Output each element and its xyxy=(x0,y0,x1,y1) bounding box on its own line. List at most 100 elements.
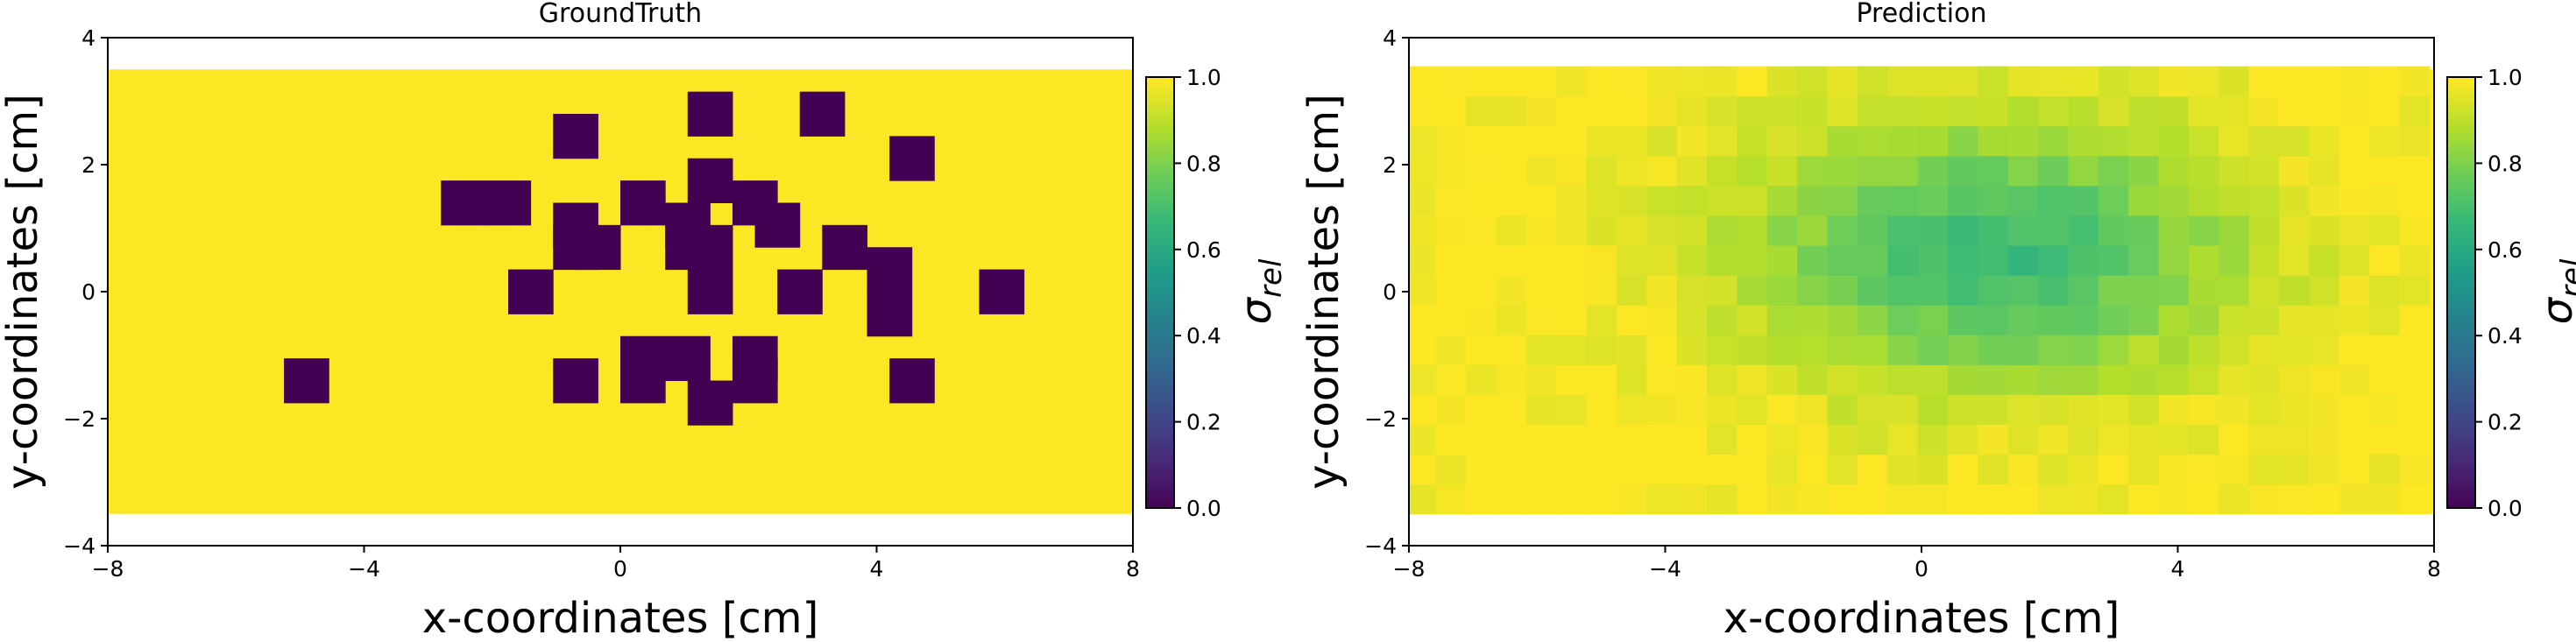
prediction-cell xyxy=(1857,454,1888,485)
colorbar-segment xyxy=(1146,185,1174,190)
prediction-cell xyxy=(1496,155,1527,187)
prediction-cell xyxy=(1887,483,1919,515)
colorbar-segment xyxy=(1146,253,1174,259)
prediction-cell xyxy=(2007,454,2039,485)
y-axis-label: y-coordinates [cm] xyxy=(0,94,47,490)
colorbar-segment xyxy=(1146,331,1174,336)
prediction-cell xyxy=(1496,394,1527,426)
colorbar-segment xyxy=(1146,129,1174,134)
inclusion-cell xyxy=(777,269,823,314)
colorbar-segment xyxy=(2447,172,2475,177)
x-ticks: −8 −4 0 4 8 xyxy=(92,546,1140,582)
prediction-cell xyxy=(2098,215,2129,246)
prediction-cell xyxy=(1496,424,1527,455)
colorbar-segment xyxy=(2447,232,2475,237)
prediction-cell xyxy=(2038,424,2069,455)
prediction-cell xyxy=(1947,155,1978,187)
colorbar-segment xyxy=(1146,486,1174,491)
inclusion-cell xyxy=(687,224,733,271)
prediction-cell xyxy=(1917,215,1949,246)
prediction-cell xyxy=(1887,95,1919,127)
prediction-cell xyxy=(1947,215,1978,246)
prediction-cell xyxy=(1917,483,1949,515)
prediction-cell xyxy=(2219,125,2250,157)
colorbar-segment xyxy=(1146,228,1174,233)
prediction-cell xyxy=(1525,95,1557,127)
colorbar-segment xyxy=(2447,89,2475,95)
prediction-cell xyxy=(1616,155,1647,187)
prediction-cell xyxy=(2038,394,2069,426)
prediction-cell xyxy=(1857,155,1888,187)
colorbar-segment xyxy=(2447,387,2475,392)
prediction-cell xyxy=(2339,125,2370,157)
prediction-cell xyxy=(2038,335,2069,365)
colorbar-segment xyxy=(2447,322,2475,328)
prediction-cell xyxy=(1435,275,1467,306)
colorbar-segment xyxy=(2447,495,2475,500)
colorbar-segment xyxy=(2447,163,2475,168)
inclusion-cell xyxy=(575,224,621,271)
colorbar-segment xyxy=(2447,392,2475,397)
prediction-cell xyxy=(2007,424,2039,455)
prediction-cell xyxy=(2068,125,2099,157)
prediction-cell xyxy=(1496,335,1527,365)
prediction-cell xyxy=(1978,95,2009,127)
prediction-cell xyxy=(1887,215,1919,246)
prediction-cell xyxy=(1556,305,1588,335)
colorbar-segment xyxy=(1146,284,1174,289)
prediction-cell xyxy=(1797,185,1829,216)
prediction-cell xyxy=(1616,185,1647,216)
prediction-cell xyxy=(2158,394,2190,426)
prediction-cell xyxy=(1409,95,1437,127)
prediction-cell xyxy=(1766,275,1798,306)
colorbar-segment xyxy=(2447,98,2475,104)
prediction-cell xyxy=(2098,483,2129,515)
inclusion-cell xyxy=(799,91,846,137)
prediction-cell xyxy=(1646,454,1678,485)
prediction-cell xyxy=(1947,483,1978,515)
prediction-cell xyxy=(1737,364,1768,395)
prediction-cell xyxy=(2399,125,2431,157)
prediction-cell xyxy=(1525,125,1557,157)
prediction-cell xyxy=(1646,483,1678,515)
prediction-cell xyxy=(1947,95,1978,127)
prediction-cell xyxy=(2007,335,2039,365)
colorbar-segment xyxy=(2447,352,2475,358)
prediction-cell xyxy=(2128,155,2160,187)
colorbar-segment xyxy=(2447,473,2475,479)
prediction-cell xyxy=(1797,245,1829,276)
colorbar-segment xyxy=(2447,477,2475,483)
colorbar-segment xyxy=(1146,240,1174,246)
prediction-cell xyxy=(1917,335,1949,365)
colorbar-segment xyxy=(1146,159,1174,164)
prediction-cell xyxy=(1766,245,1798,276)
prediction-cell xyxy=(2128,424,2160,455)
y-ticks: −4 −2 0 2 4 xyxy=(1364,25,1409,559)
prediction-cell xyxy=(2038,66,2069,97)
prediction-cell xyxy=(1556,335,1588,365)
colorbar-segment xyxy=(1146,426,1174,432)
prediction-cell xyxy=(1435,454,1467,485)
prediction-cell xyxy=(2007,125,2039,157)
prediction-cell xyxy=(2369,245,2401,276)
prediction-cell xyxy=(2128,275,2160,306)
prediction-cell xyxy=(2248,424,2280,455)
prediction-cell xyxy=(1707,424,1737,455)
colorbar-tick-label: 0.0 xyxy=(1186,496,1221,521)
colorbar-segment xyxy=(2447,293,2475,298)
prediction-cell xyxy=(2279,66,2310,97)
prediction-cell xyxy=(1525,305,1557,335)
prediction-cell xyxy=(1466,335,1497,365)
colorbar-label-subscript: rel xyxy=(1254,258,1289,298)
prediction-cell xyxy=(1676,245,1708,276)
colorbar-segment xyxy=(1146,163,1174,168)
colorbar-segment xyxy=(1146,490,1174,496)
colorbar-segment xyxy=(1146,132,1174,138)
prediction-cell xyxy=(2038,185,2069,216)
colorbar-segment xyxy=(2447,365,2475,371)
prediction-cell xyxy=(2007,66,2039,97)
prediction-cell xyxy=(1556,483,1588,515)
prediction-cell xyxy=(2219,364,2250,395)
prediction-cell xyxy=(2188,394,2219,426)
